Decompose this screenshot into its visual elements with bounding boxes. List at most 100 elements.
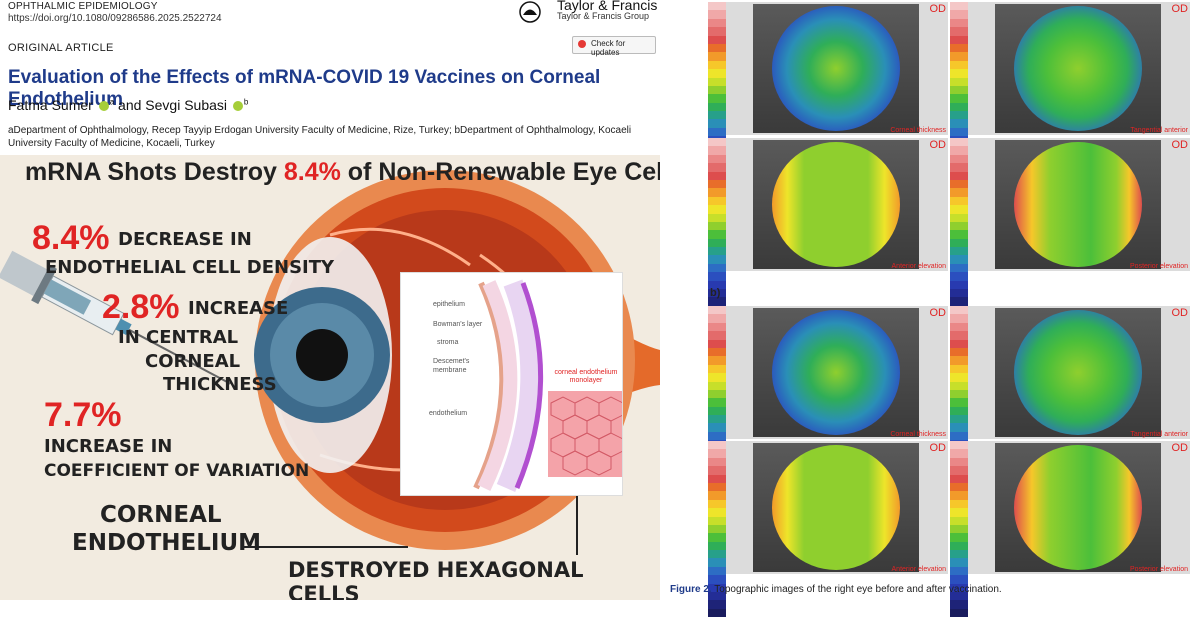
orcid-icon[interactable] (98, 101, 109, 112)
layer-label: stroma (437, 339, 459, 346)
map-panel-tangential-anterior: OD Tangential anterior (950, 306, 1190, 483)
stat3-line1: INCREASE IN (44, 436, 173, 457)
map-panel-tangential-anterior: OD Tangential anterior (950, 2, 1190, 179)
eye-photo (995, 443, 1161, 572)
infographic: mRNA Shots Destroy 8.4% of Non-Renewable… (0, 155, 660, 600)
stat1-line1: DECREASE IN (118, 229, 252, 250)
color-scale (708, 138, 726, 315)
publisher-logo-icon (519, 1, 541, 23)
infographic-headline: mRNA Shots Destroy 8.4% of Non-Renewable… (25, 158, 660, 187)
check-updates-button[interactable]: Check for updates (572, 36, 656, 57)
stat3-value: 7.7% (44, 396, 122, 434)
color-scale (950, 2, 968, 179)
author-2[interactable]: Sevgi Subasi (145, 97, 228, 113)
color-scale (950, 441, 968, 617)
topography-map (1014, 445, 1142, 570)
topography-figure: OD Corneal thickness OD Tangential anterior… (660, 0, 1200, 617)
map-panel-posterior-elevation: OD Posterior elevation (950, 138, 1190, 315)
map-panel-anterior-elevation: OD Anterior elevation (708, 138, 948, 315)
article-header: OPHTHALMIC EPIDEMIOLOGY https://doi.org/… (0, 0, 660, 155)
publisher-group: Taylor & Francis Group (557, 11, 650, 21)
eye-side-label: OD (1171, 3, 1189, 15)
map-type-label: Corneal thickness (890, 431, 946, 438)
check-updates-label: Check for updates (591, 39, 626, 57)
caption-text: Topographic images of the right eye befo… (714, 584, 1002, 595)
eye-side-label: OD (929, 442, 947, 454)
map-type-label: Tangential anterior (1130, 431, 1188, 438)
author-2-sup: b (243, 97, 249, 107)
authors: Fatma Sumer a and Sevgi Subasi b (8, 97, 248, 113)
cornea-cross-section (473, 279, 622, 492)
eye-side-label: OD (1171, 139, 1189, 151)
article-title: Evaluation of the Effects of mRNA-COVID … (8, 67, 601, 110)
eye-photo (995, 308, 1161, 437)
label-corneal: CORNEAL (100, 502, 222, 528)
eye-photo (995, 140, 1161, 269)
layer-label: Descemet's membrane (433, 358, 470, 374)
eye-side-label: OD (929, 3, 947, 15)
syringe (0, 250, 231, 385)
map-type-label: Anterior elevation (891, 263, 946, 270)
stat1-value: 8.4% (32, 219, 110, 257)
author-conj: and (118, 97, 142, 113)
topography-map (772, 445, 900, 570)
layer-label: endothelium (429, 410, 468, 417)
map-type-label: Corneal thickness (890, 127, 946, 134)
eye-side-label: OD (929, 139, 947, 151)
map-type-label: Anterior elevation (891, 566, 946, 573)
headline-pct: 8.4% (283, 158, 341, 186)
doi-link[interactable]: https://doi.org/10.1080/09286586.2025.25… (8, 13, 222, 24)
topography-map (1014, 310, 1142, 435)
orcid-icon[interactable] (232, 101, 243, 112)
stat1-line2: ENDOTHELIAL CELL DENSITY (45, 257, 335, 278)
eye-photo (753, 140, 919, 269)
map-type-label: Posterior elevation (1130, 566, 1188, 573)
cell-monolayer-title: corneal endothelium monolayer (554, 369, 618, 384)
callout-line-endothelium (243, 546, 408, 548)
author-1-sup: a (109, 97, 115, 107)
map-panel-posterior-elevation: OD Posterior elevation (950, 441, 1190, 617)
color-scale (708, 306, 726, 483)
figure-caption: Figure 2. Topographic images of the righ… (670, 584, 1002, 595)
layer-label: Bowman's layer (433, 321, 483, 328)
headline-pre: mRNA Shots Destroy (25, 158, 284, 186)
stat2-value: 2.8% (102, 288, 180, 326)
map-panel-anterior-elevation: OD Anterior elevation (708, 441, 948, 617)
eye-photo (995, 4, 1161, 133)
stat2-line4: THICKNESS (163, 374, 277, 395)
eye-side-label: OD (929, 307, 947, 319)
eye-photo (753, 308, 919, 437)
stat2-line2: IN CENTRAL (118, 327, 239, 348)
label-endothelium: ENDOTHELIUM (72, 530, 262, 556)
topography-map (1014, 6, 1142, 131)
map-type-label: Tangential anterior (1130, 127, 1188, 134)
stat2-line1: INCREASE (188, 298, 289, 319)
color-scale (708, 2, 726, 179)
eye-photo (753, 4, 919, 133)
crossmark-icon (578, 40, 586, 48)
affiliations: aDepartment of Ophthalmology, Recep Tayy… (8, 125, 632, 149)
stat3-line2: COEFFICIENT OF VARIATION (44, 461, 310, 481)
topography-map (772, 142, 900, 267)
layer-label: epithelium (433, 301, 465, 308)
map-panel-corneal-thickness: OD Corneal thickness (708, 306, 948, 483)
label-hexagonal-cells: DESTROYED HEXAGONAL CELLS (288, 558, 584, 600)
headline-post: of Non-Renewable Eye Cells (340, 158, 660, 186)
map-panel-corneal-thickness: OD Corneal thickness (708, 2, 948, 179)
publisher-name: Taylor & Francis (557, 0, 658, 13)
eye-photo (753, 443, 919, 572)
pupil (296, 329, 348, 381)
article-type: ORIGINAL ARTICLE (8, 42, 114, 54)
color-scale (950, 306, 968, 483)
color-scale (708, 441, 726, 617)
eye-side-label: OD (1171, 307, 1189, 319)
color-scale (950, 138, 968, 315)
author-1[interactable]: Fatma Sumer (8, 97, 93, 113)
eye-side-label: OD (1171, 442, 1189, 454)
stat2-line3: CORNEAL (145, 351, 241, 372)
journal-name: OPHTHALMIC EPIDEMIOLOGY (8, 1, 158, 12)
callout-line-cells (576, 490, 578, 555)
cornea-layer-diagram: epithelium Bowman's layer stroma Desceme… (400, 272, 623, 496)
panel-b-label: b) (710, 287, 721, 299)
map-type-label: Posterior elevation (1130, 263, 1188, 270)
